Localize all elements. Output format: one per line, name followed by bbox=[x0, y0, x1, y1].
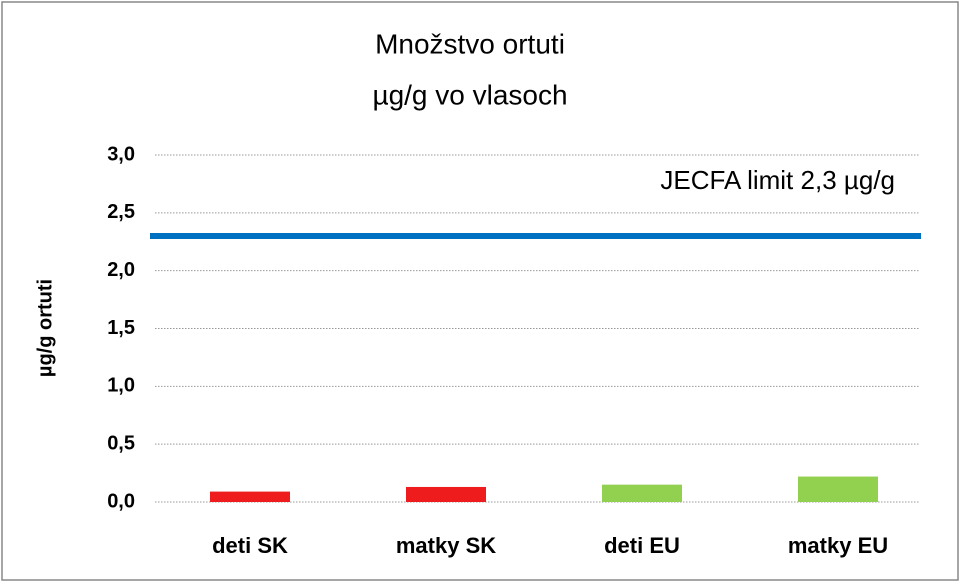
chart-title: Množstvo ortuti bbox=[375, 28, 565, 59]
x-tick-label: deti SK bbox=[212, 533, 288, 558]
bar bbox=[798, 476, 878, 502]
y-axis-label: µg/g ortuti bbox=[34, 279, 56, 377]
bar bbox=[406, 486, 486, 502]
x-tick-label: deti EU bbox=[604, 533, 680, 558]
y-tick-label: 2,0 bbox=[107, 259, 135, 281]
y-tick-label: 1,5 bbox=[107, 317, 135, 339]
bar bbox=[602, 484, 682, 502]
y-tick-label: 0,5 bbox=[107, 432, 135, 454]
reference-label: JECFA limit 2,3 µg/g bbox=[660, 165, 895, 195]
y-tick-label: 1,0 bbox=[107, 375, 135, 397]
y-tick-label: 0,0 bbox=[107, 490, 135, 512]
chart-title: µg/g vo vlasoch bbox=[372, 79, 567, 110]
x-tick-label: matky SK bbox=[396, 533, 496, 558]
y-tick-label: 3,0 bbox=[107, 143, 135, 165]
y-tick-label: 2,5 bbox=[107, 201, 135, 223]
x-tick-label: matky EU bbox=[788, 533, 888, 558]
bar bbox=[210, 491, 290, 502]
